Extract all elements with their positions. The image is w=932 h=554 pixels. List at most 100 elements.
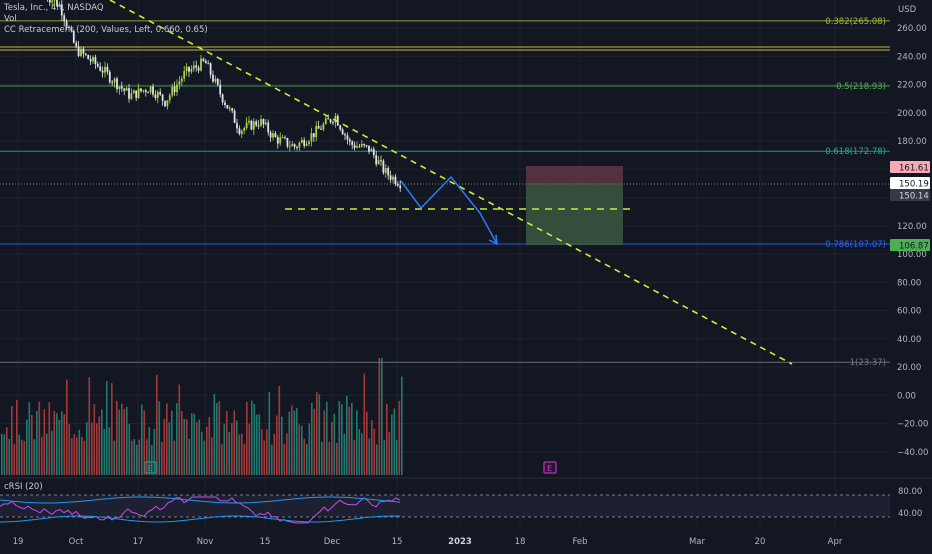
- volume-bar: [201, 431, 203, 475]
- candle-body: [305, 144, 308, 146]
- volume-bar: [66, 379, 68, 475]
- volume-bar: [266, 429, 268, 475]
- candle-body: [178, 81, 181, 85]
- symbol-title[interactable]: Tesla, Inc., 4h, NASDAQ: [4, 3, 104, 13]
- volume-bar: [81, 437, 83, 475]
- indicator-label[interactable]: CC Retracement (200, Values, Left, 0.660…: [4, 25, 208, 35]
- price-tick: 100.00: [897, 250, 927, 260]
- volume-bar: [256, 414, 258, 475]
- fib-label: 0.382(265.08): [825, 17, 886, 27]
- chart-legend[interactable]: Tesla, Inc., 4h, NASDAQ Vol CC Retraceme…: [4, 3, 208, 36]
- volume-bar: [218, 401, 221, 475]
- candle-body: [202, 58, 205, 61]
- volume-bar: [228, 431, 231, 475]
- volume-bar: [248, 423, 251, 475]
- candle-body: [372, 149, 375, 156]
- candle-body: [171, 86, 174, 96]
- volume-bar: [181, 411, 183, 475]
- volume-bar: [246, 401, 248, 475]
- candle-body: [164, 100, 166, 107]
- candle-body: [149, 86, 152, 93]
- candle-body: [94, 57, 97, 65]
- volume-bar: [118, 409, 121, 475]
- candle-body: [272, 133, 274, 138]
- short-position-tool[interactable]: [526, 166, 623, 245]
- earnings-markers[interactable]: E E: [144, 461, 557, 474]
- candle-body: [360, 143, 363, 147]
- candle-body: [176, 84, 178, 93]
- volume-bar: [316, 392, 318, 475]
- time-tick: 2023: [448, 537, 472, 547]
- candle-body: [99, 66, 102, 71]
- volume-bar: [48, 402, 51, 475]
- candle-body: [281, 137, 284, 139]
- volume-bar: [98, 416, 101, 475]
- candle-body: [394, 176, 397, 185]
- candle-body: [375, 155, 378, 165]
- candle-body: [231, 108, 234, 111]
- candle-body: [185, 66, 188, 72]
- volume-bar: [41, 437, 43, 475]
- candle-body: [358, 146, 361, 148]
- volume-bar: [326, 401, 328, 475]
- time-axis[interactable]: 19 Oct 17 Nov 15 Dec 15 2023 18 Feb Mar 20 Apr: [13, 537, 843, 547]
- volume-bar: [206, 426, 208, 475]
- volume-bar: [138, 439, 141, 475]
- volume-bar: [306, 444, 308, 475]
- volume-bar: [236, 420, 238, 475]
- badge-prev: 150.14: [899, 192, 929, 202]
- volume-bar: [331, 422, 333, 475]
- candle-body: [240, 130, 243, 134]
- projection-path[interactable]: [400, 175, 498, 246]
- candle-body: [238, 128, 241, 134]
- volume-bar: [63, 414, 66, 475]
- candle-body: [48, 0, 51, 3]
- candle-body: [252, 121, 255, 130]
- candle-body: [92, 57, 94, 62]
- volume-bar: [388, 431, 391, 475]
- volume-bar: [123, 409, 126, 475]
- candle-body: [96, 64, 99, 67]
- volume-bar: [238, 434, 241, 475]
- descending-trendline[interactable]: [109, 0, 793, 365]
- volume-bar: [296, 407, 298, 475]
- candle-body: [312, 133, 315, 138]
- candle-body: [264, 122, 267, 125]
- candle-body: [207, 63, 210, 65]
- volume-bar: [361, 433, 363, 475]
- volume-bar: [351, 402, 353, 475]
- volume-bar: [18, 434, 21, 475]
- volume-bar: [111, 383, 113, 475]
- volume-bar: [211, 437, 213, 475]
- volume-bar: [398, 400, 401, 475]
- volume-bar: [281, 416, 283, 475]
- time-tick: 19: [13, 537, 24, 547]
- candle-body: [173, 86, 176, 93]
- volume-bar: [93, 404, 96, 475]
- volume-bar: [258, 414, 261, 475]
- price-tick: 240.00: [897, 52, 927, 62]
- candle-body: [224, 102, 226, 105]
- candle-body: [108, 71, 111, 83]
- candle-body: [132, 90, 135, 94]
- volume-bar: [323, 410, 326, 475]
- crsi-label[interactable]: cRSI (20): [4, 482, 43, 492]
- crsi-band-fill: [0, 495, 890, 517]
- vol-label[interactable]: Vol: [4, 14, 17, 24]
- stop-loss-zone: [526, 166, 623, 183]
- volume-bar: [341, 404, 343, 475]
- candle-body: [104, 66, 106, 73]
- candle-body: [56, 0, 58, 7]
- volume-bar: [253, 403, 256, 475]
- candle-body: [267, 122, 270, 133]
- crsi-pane[interactable]: 80.00 40.00: [0, 477, 932, 524]
- candle-body: [166, 100, 169, 107]
- candle-body: [111, 82, 114, 84]
- volume-bar: [313, 408, 316, 475]
- candle-body: [308, 141, 310, 145]
- candle-body: [51, 0, 54, 3]
- volume-bar: [58, 419, 61, 475]
- axis-currency: USD: [898, 5, 917, 15]
- candle-body: [183, 71, 186, 79]
